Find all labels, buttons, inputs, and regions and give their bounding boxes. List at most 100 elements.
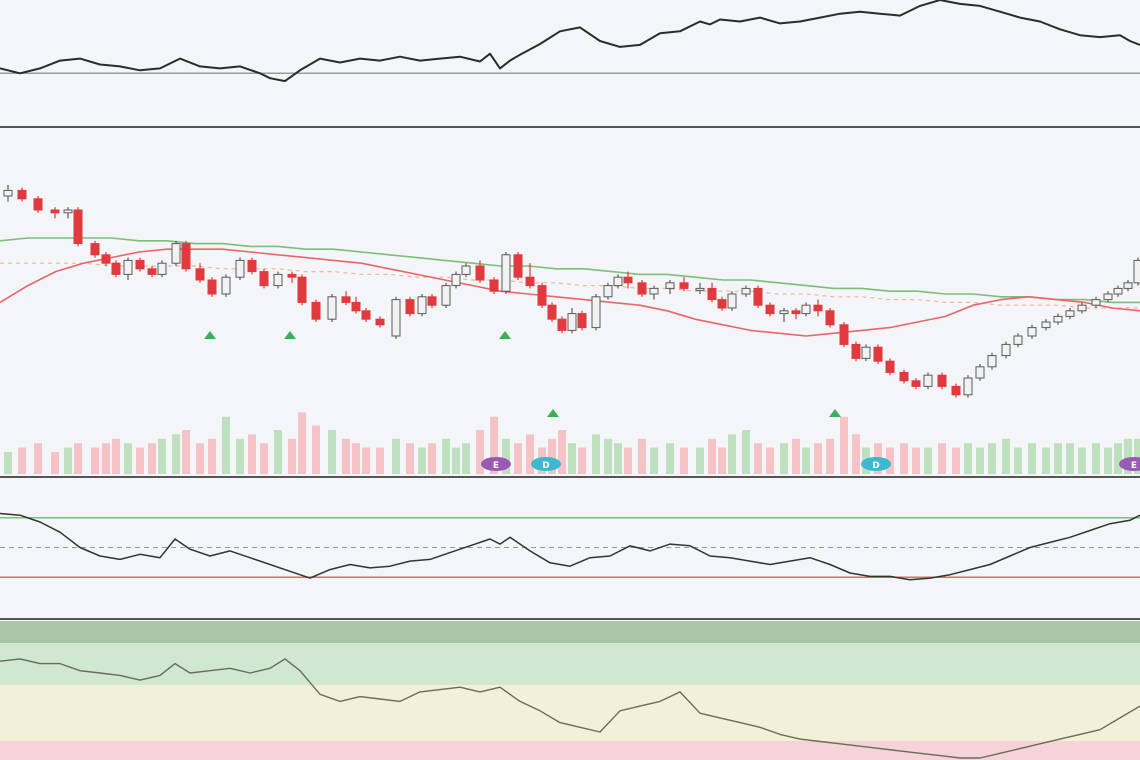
volume-bar — [148, 443, 156, 474]
candle-body — [417, 296, 427, 315]
volume-bar — [548, 438, 556, 474]
candle-body — [567, 313, 577, 331]
volume-bar — [1014, 447, 1022, 474]
candle-body — [937, 374, 947, 387]
volume-bar — [696, 447, 704, 474]
candle-body — [221, 276, 231, 295]
candle-body — [1065, 310, 1075, 317]
volume-bar — [442, 438, 450, 474]
candle-body — [441, 285, 451, 306]
event-marker-label: E — [493, 461, 499, 471]
candle-body — [577, 313, 587, 329]
volume-bar — [298, 412, 306, 474]
volume-bar — [766, 447, 774, 474]
candle-body — [861, 346, 871, 359]
candle-body — [791, 310, 801, 315]
candle-body — [1133, 259, 1140, 284]
volume-bar — [754, 443, 762, 474]
zone-dark-green — [0, 621, 1140, 643]
buy-signal-arrow — [284, 331, 296, 339]
candle-body — [63, 209, 73, 214]
candle-body — [525, 276, 535, 287]
volume-bar — [852, 434, 860, 474]
volume-bar — [814, 443, 822, 474]
volume-bar — [792, 438, 800, 474]
volume-bar — [1054, 443, 1062, 474]
volume-bar — [708, 438, 716, 474]
volume-bar — [260, 443, 268, 474]
volume-bar — [248, 434, 256, 474]
candle-body — [679, 282, 689, 289]
candle-body — [1103, 293, 1113, 301]
candle-body — [987, 355, 997, 368]
volume-bar — [236, 438, 244, 474]
candle-body — [963, 377, 973, 396]
candle-body — [547, 304, 557, 320]
oscillator-line — [0, 512, 1140, 581]
candle-body — [813, 304, 823, 312]
volume-bar — [802, 447, 810, 474]
volume-bar — [514, 443, 522, 474]
volume-bar — [158, 438, 166, 474]
candle-body — [873, 346, 883, 362]
candle-body — [1077, 304, 1087, 312]
volume-bar — [352, 443, 360, 474]
candle-body — [375, 318, 385, 326]
candle-body — [17, 189, 27, 200]
volume-bar — [1104, 447, 1112, 474]
volume-bar — [312, 425, 320, 474]
candle-body — [727, 293, 737, 309]
volume-bar — [208, 438, 216, 474]
candle-body — [50, 209, 60, 214]
candle-body — [1113, 287, 1123, 295]
candle-body — [351, 301, 361, 312]
candle-body — [851, 343, 861, 359]
volume-bar — [840, 416, 848, 474]
volume-bar — [4, 452, 12, 474]
candle-body — [235, 259, 245, 278]
candle-body — [135, 259, 145, 270]
buy-signal-arrow — [204, 331, 216, 339]
volume-bar — [172, 434, 180, 474]
candle-body — [839, 324, 849, 345]
volume-bar — [624, 447, 632, 474]
volume-bar — [74, 443, 82, 474]
volume-bar — [418, 447, 426, 474]
candle-body — [147, 268, 157, 275]
volume-bar — [18, 447, 26, 474]
zone-pink — [0, 741, 1140, 760]
candle-body — [613, 276, 623, 287]
volume-bar — [34, 443, 42, 474]
candle-body — [911, 380, 921, 387]
volume-bar — [976, 447, 984, 474]
zone-yellow — [0, 685, 1140, 741]
volume-bar — [1078, 447, 1086, 474]
candle-body — [649, 287, 659, 295]
candle-body — [665, 282, 675, 289]
volume-bar — [1092, 443, 1100, 474]
oscillator-panel — [0, 512, 1140, 581]
volume-bar — [1124, 438, 1132, 474]
volume-bar — [328, 430, 336, 474]
event-marker-label: D — [542, 461, 549, 471]
candle-body — [181, 243, 191, 270]
indicator-line — [0, 0, 1140, 83]
volume-bar — [1002, 438, 1010, 474]
candle-body — [1001, 343, 1011, 357]
volume-bar — [288, 438, 296, 474]
candle-body — [513, 254, 523, 278]
buy-signal-arrow — [829, 409, 841, 417]
candle-body — [101, 254, 111, 264]
candle-body — [33, 198, 43, 211]
volume-bar — [362, 447, 370, 474]
volume-bar — [222, 416, 230, 474]
candle-body — [90, 243, 100, 256]
volume-bar — [826, 438, 834, 474]
volume-bar — [988, 443, 996, 474]
candle-body — [1041, 321, 1051, 329]
volume-bar — [112, 438, 120, 474]
candle-body — [899, 371, 909, 382]
candle-body — [247, 259, 257, 273]
candle-body — [297, 276, 307, 303]
